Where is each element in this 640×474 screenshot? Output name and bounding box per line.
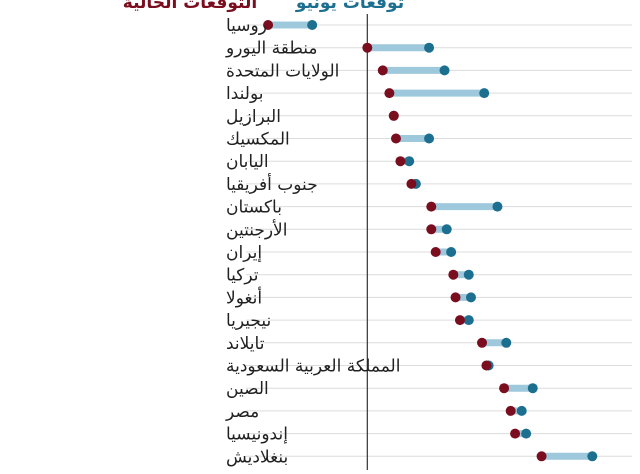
category-label: إيران: [226, 243, 262, 263]
june-forecast-dot: [404, 156, 415, 167]
june-forecast-dot: [463, 269, 474, 280]
current-forecast-dot: [384, 88, 395, 99]
category-label: أنغولا: [226, 286, 262, 308]
current-forecast-dot: [263, 20, 274, 30]
current-forecast-dot: [448, 269, 459, 280]
june-forecast-dot: [441, 224, 452, 235]
june-forecast-dot: [587, 451, 598, 462]
category-label: إندونيسيا: [226, 425, 288, 445]
category-label: تايلاند: [226, 334, 265, 354]
category-label: بنغلاديش: [226, 447, 288, 467]
category-label: روسيا: [226, 16, 267, 36]
current-forecast-dot: [454, 315, 465, 326]
legend-current-label: التوقعات الحالية: [123, 0, 257, 13]
legend-june-label: توقعات يونيو: [295, 0, 404, 13]
june-forecast-dot: [424, 42, 435, 53]
category-label: اليابان: [226, 152, 269, 172]
current-forecast-dot: [481, 360, 492, 371]
june-forecast-dot: [501, 337, 512, 348]
current-forecast-dot: [505, 405, 516, 416]
june-forecast-dot: [521, 428, 532, 439]
value-dots: [263, 20, 598, 462]
category-label: تركيا: [226, 266, 259, 286]
category-label: الأرجنتين: [226, 219, 287, 240]
category-label: نيجيريا: [226, 311, 271, 331]
june-forecast-dot: [424, 133, 435, 144]
current-forecast-dot: [377, 65, 388, 76]
june-forecast-dot: [439, 65, 450, 76]
gridlines: [246, 24, 632, 457]
june-forecast-dot: [465, 292, 476, 303]
category-label: جنوب أفريقيا: [226, 173, 318, 195]
june-forecast-dot: [527, 383, 538, 394]
current-forecast-dot: [395, 156, 406, 167]
current-forecast-dot: [406, 178, 417, 189]
current-forecast-dot: [388, 110, 399, 121]
category-label: الصين: [226, 379, 269, 399]
current-forecast-dot: [426, 201, 437, 212]
june-forecast-dot: [516, 405, 527, 416]
current-forecast-dot: [362, 42, 373, 53]
june-forecast-dot: [479, 88, 490, 99]
category-label: بولندا: [226, 84, 263, 104]
category-label: المملكة العربية السعودية: [226, 357, 400, 377]
category-label: باكستان: [226, 198, 282, 218]
current-forecast-dot: [430, 247, 441, 257]
june-forecast-dot: [492, 201, 503, 212]
current-forecast-dot: [510, 428, 521, 439]
june-forecast-dot: [307, 20, 318, 30]
current-forecast-dot: [390, 133, 401, 144]
june-forecast-dot: [463, 315, 474, 326]
current-forecast-dot: [477, 337, 488, 348]
current-forecast-dot: [426, 224, 437, 235]
current-forecast-dot: [536, 451, 547, 462]
range-bars: [268, 21, 593, 460]
category-label: مصر: [225, 402, 259, 422]
current-forecast-dot: [499, 383, 510, 394]
june-forecast-dot: [446, 247, 457, 257]
current-forecast-dot: [450, 292, 461, 303]
category-label: منطقة اليورو: [225, 39, 318, 59]
category-label: البرازيل: [226, 107, 281, 127]
category-label: المكسيك: [226, 130, 290, 150]
category-label: الولايات المتحدة: [226, 61, 339, 81]
